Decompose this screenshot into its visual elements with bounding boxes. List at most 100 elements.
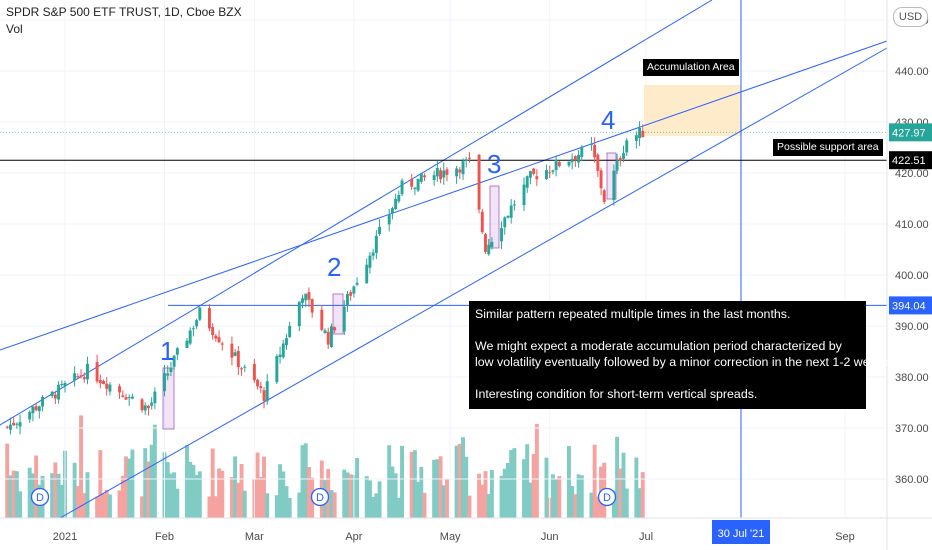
candle-body [57,384,61,400]
volume-bar [364,476,369,518]
candle-body [346,293,349,306]
volume-bar [85,472,90,518]
volume-bar [79,415,84,518]
candle-body [442,170,446,178]
volume-legend: Vol [6,22,23,36]
volume-bar [387,445,392,518]
volume-bar [140,496,144,518]
dividend-marker[interactable] [310,487,330,507]
candle-body [500,228,504,242]
candle-body [198,307,202,320]
volume-bar [499,475,504,518]
volume-bar [506,462,510,518]
volume-bar [377,481,382,518]
candle-body [551,170,555,172]
date-badge-bg [712,520,770,544]
candle-body [195,320,199,327]
candle-body [423,175,426,178]
candle-body [397,194,401,202]
candle-body [256,379,260,387]
volume-bar [127,458,132,518]
dividend-marker-label: D [603,492,611,504]
y-tick-label: 410.00 [895,219,929,231]
volume-bar [573,494,578,518]
volume-bar [554,478,559,518]
candle-body [172,355,176,367]
volume-bar [400,445,404,518]
candle-body [545,170,548,180]
volume-bar [445,479,449,518]
candle-body [589,143,593,146]
candle-body [262,390,266,401]
support-area-label: Possible support area [773,139,883,156]
volume-bar [457,443,462,518]
volume-bar [355,457,360,518]
volume-bar [640,472,645,518]
candle-body [86,363,89,380]
volume-bar [618,468,623,518]
volume-bar [544,457,549,518]
volume-bar [197,471,202,518]
volume-bar [566,446,571,518]
candle-body [15,423,19,425]
x-tick-label: Jul [639,531,653,543]
y-tick-label: 440.00 [895,66,929,78]
candle-body [323,330,327,333]
wave-number-4: 4 [601,105,615,135]
dividend-marker[interactable] [30,487,50,507]
volume-bar [464,456,469,518]
wave-number-1: 1 [160,336,174,366]
volume-bar [477,473,482,518]
volume-bar [409,451,414,518]
volume-bar [345,472,350,518]
candle-body [333,327,337,331]
candle-body [18,422,22,427]
volume-bar [59,484,64,518]
candle-body [599,170,603,189]
volume-bar [172,472,177,518]
candle-body [525,176,529,188]
candle-body [281,343,285,358]
volume-bar [576,474,581,518]
candle-body [413,187,417,189]
currency-button[interactable]: USD [893,7,928,27]
trend-line [59,47,888,519]
level-price-badge-bg [889,296,932,315]
candle-body [28,411,32,420]
volume-bar [467,495,472,518]
candle-body [477,154,481,210]
volume-bar [72,462,77,518]
candle-body [214,335,218,339]
candle-body [394,198,398,210]
candle-body [490,241,494,248]
volume-bar [11,470,16,518]
candle-body [102,380,105,385]
wave-number-3: 3 [487,149,501,179]
y-tick-label: 360.00 [895,474,929,486]
candle-body [60,383,64,386]
candle-body [124,397,128,400]
candle-body [596,154,600,171]
volume-bar [194,475,199,518]
candle-body [301,298,304,303]
volume-bar [441,485,446,518]
candle-body [230,343,234,358]
volume-bar [374,493,379,518]
volume-bar [611,490,616,518]
volume-bar [8,475,13,518]
accumulation-zone [644,85,741,136]
level-price-badge: 394.04 [892,300,926,312]
last-price-badge-bg [889,123,932,142]
candle-body [390,208,394,213]
candle-body [140,399,144,411]
volume-bar [592,444,597,518]
volume-bar [191,465,196,518]
dividend-marker[interactable] [597,487,617,507]
volume-bar [50,473,55,518]
candle-body [484,234,487,252]
candle-body [355,282,359,285]
candle-body [602,190,606,202]
volume-bar [329,490,334,518]
candle-body [288,325,292,338]
